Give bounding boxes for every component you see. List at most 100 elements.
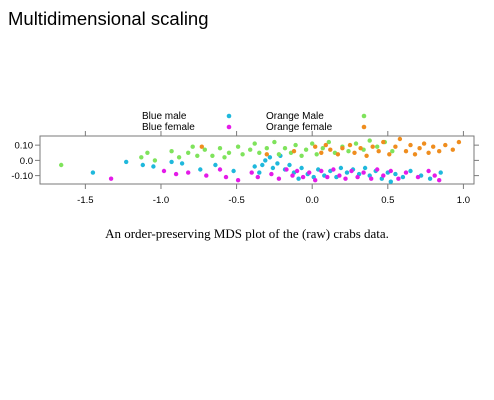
data-point: [59, 162, 64, 168]
data-point: [231, 168, 236, 174]
data-point: [337, 173, 342, 178]
data-point: [403, 149, 409, 154]
data-point: [260, 162, 265, 168]
data-point: [226, 150, 232, 155]
data-point: [223, 174, 229, 180]
data-point: [369, 176, 374, 181]
data-point: [152, 158, 158, 163]
data-point: [393, 144, 398, 149]
data-point: [190, 144, 195, 149]
y-tick-label: 0.0: [20, 156, 33, 167]
data-point: [326, 139, 331, 145]
legend-label: Orange female: [266, 122, 333, 133]
data-point: [355, 174, 360, 180]
data-point: [199, 144, 204, 149]
data-point: [151, 164, 156, 169]
data-point: [376, 149, 381, 154]
data-point: [388, 168, 393, 174]
legend-label: Blue female: [142, 122, 195, 133]
y-tick-label: -0.10: [11, 171, 33, 182]
data-point: [352, 150, 357, 155]
data-point: [338, 165, 344, 171]
data-point: [325, 174, 330, 180]
data-point: [387, 152, 392, 157]
data-points: [59, 136, 462, 184]
data-point: [140, 162, 145, 168]
data-point: [375, 167, 380, 172]
data-point: [432, 173, 437, 178]
data-point: [290, 173, 295, 178]
data-point: [388, 179, 393, 184]
data-point: [169, 159, 174, 165]
data-point: [370, 144, 375, 149]
data-point: [307, 170, 312, 175]
data-point: [443, 142, 448, 148]
data-point: [249, 170, 254, 175]
data-point: [90, 170, 96, 175]
x-tick-label: -0.5: [228, 195, 244, 206]
data-point: [437, 178, 442, 183]
x-axis: -1.5 -1.0 -0.5 0.0 0.5 1.0: [77, 131, 470, 206]
data-point: [437, 149, 442, 154]
data-point: [331, 167, 336, 172]
data-point: [313, 144, 318, 149]
data-point: [323, 142, 328, 148]
data-point: [310, 141, 315, 146]
data-point: [367, 138, 372, 143]
data-point: [213, 162, 218, 168]
data-point: [269, 171, 274, 177]
data-point: [390, 149, 395, 154]
data-point: [222, 155, 227, 160]
x-tick-label: 1.0: [457, 195, 470, 206]
data-point: [299, 153, 304, 158]
data-point: [417, 146, 422, 151]
data-point: [412, 152, 418, 157]
data-point: [314, 152, 319, 157]
data-point: [195, 153, 200, 158]
data-point: [287, 162, 292, 168]
figure-caption: An order-preserving MDS plot of the (raw…: [105, 226, 389, 241]
data-point: [217, 167, 223, 172]
data-point: [408, 168, 413, 174]
data-point: [264, 152, 269, 157]
data-point: [396, 176, 401, 181]
legend-marker: [226, 113, 232, 119]
data-point: [264, 146, 269, 151]
data-point: [263, 158, 268, 163]
data-point: [319, 150, 324, 155]
data-point: [335, 152, 341, 157]
data-point: [353, 141, 359, 146]
data-point: [124, 159, 129, 165]
data-point: [403, 170, 409, 175]
data-point: [276, 176, 282, 181]
data-point: [421, 141, 427, 146]
data-point: [179, 161, 185, 166]
data-point: [364, 153, 369, 158]
data-point: [320, 146, 325, 151]
x-tick-label: -1.5: [77, 195, 93, 206]
y-tick-label: 0.10: [15, 141, 34, 152]
data-point: [361, 170, 366, 175]
data-point: [270, 165, 276, 171]
data-point: [381, 139, 386, 145]
data-point: [186, 150, 191, 155]
data-point: [456, 139, 462, 145]
data-point: [344, 170, 350, 175]
data-point: [426, 168, 431, 174]
x-tick-label: 0.0: [306, 195, 319, 206]
legend-marker: [226, 124, 232, 130]
data-point: [347, 142, 353, 148]
data-point: [400, 174, 406, 180]
data-point: [275, 161, 280, 166]
data-point: [319, 168, 324, 174]
data-point: [204, 173, 209, 178]
data-point: [235, 178, 241, 183]
data-point: [343, 176, 348, 181]
data-point: [202, 147, 207, 152]
data-point: [291, 149, 297, 154]
data-point: [450, 147, 455, 152]
data-point: [217, 146, 223, 151]
data-point: [431, 144, 436, 149]
